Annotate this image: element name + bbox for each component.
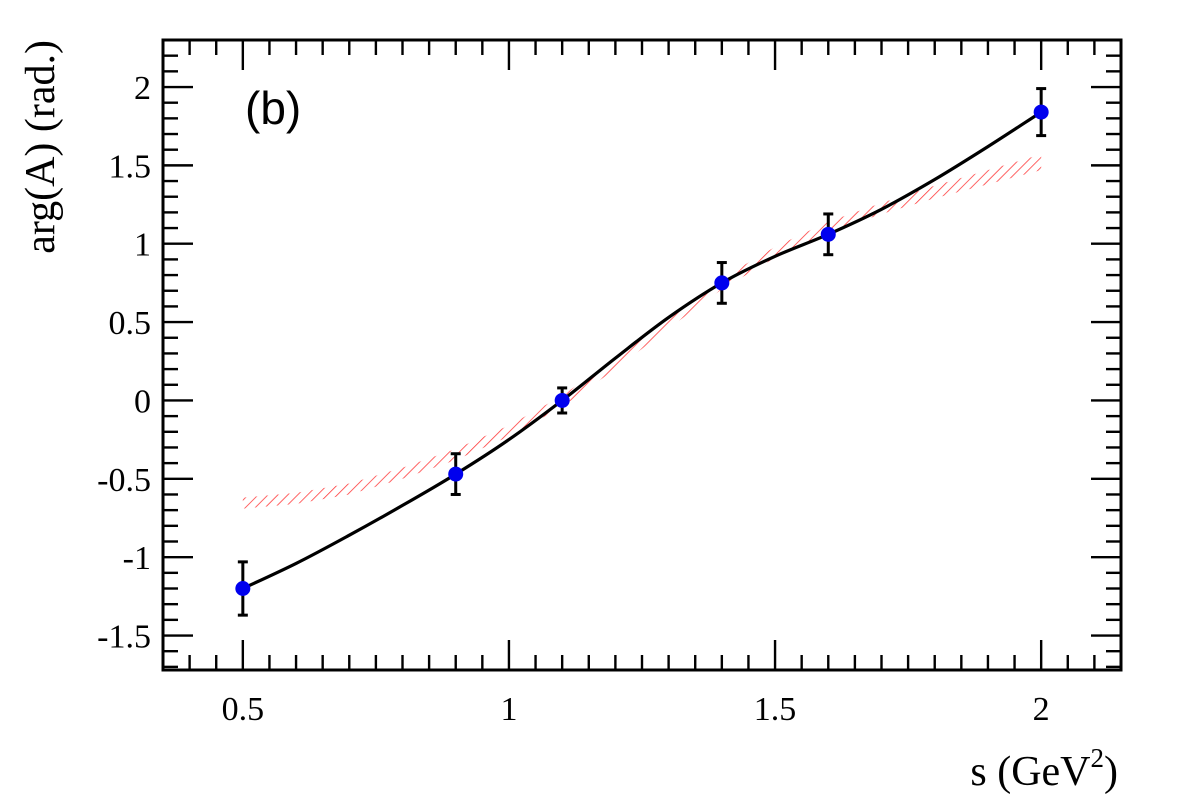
y-tick-label: -1	[123, 540, 151, 577]
panel-label: (b)	[245, 82, 301, 134]
x-axis-title: s (GeV2)	[970, 743, 1118, 795]
y-axis-title: arg(A) (rad.)	[18, 40, 64, 254]
y-tick-label: 0.5	[109, 305, 152, 342]
data-point	[820, 226, 836, 242]
fit-curve	[242, 110, 1043, 590]
y-tick-label: 0	[134, 383, 151, 420]
fit-curve-layer	[242, 110, 1043, 590]
error-bar-layer	[237, 87, 1047, 617]
model-band	[242, 154, 1042, 509]
data-point	[714, 275, 730, 291]
x-axis-title-text: s (GeV	[970, 749, 1090, 795]
x-tick-label: 0.5	[222, 691, 265, 728]
model-band-layer	[242, 154, 1042, 509]
y-tick-label: 1.5	[109, 148, 152, 185]
y-tick-label: 2	[134, 70, 151, 107]
data-point	[448, 466, 464, 482]
x-tick-label: 2	[1033, 691, 1050, 728]
x-axis-title-superscript: 2	[1091, 743, 1105, 773]
data-point	[1033, 104, 1049, 120]
y-tick-labels: -1.5 -1 -0.5 0 0.5 1 1.5 2	[97, 70, 151, 656]
y-tick-label: 1	[134, 227, 151, 264]
x-tick-label: 1.5	[754, 691, 797, 728]
x-axis-title-close: )	[1104, 749, 1118, 795]
y-tick-label: -1.5	[97, 619, 151, 656]
x-tick-labels: 0.5 1 1.5 2	[222, 691, 1050, 728]
x-tick-label: 1	[500, 691, 517, 728]
y-tick-label: -0.5	[97, 462, 151, 499]
plot-frame	[161, 38, 1123, 672]
data-point-layer	[235, 104, 1049, 597]
data-point	[554, 392, 570, 408]
axis-ticks	[161, 38, 1123, 670]
data-point	[235, 581, 251, 597]
